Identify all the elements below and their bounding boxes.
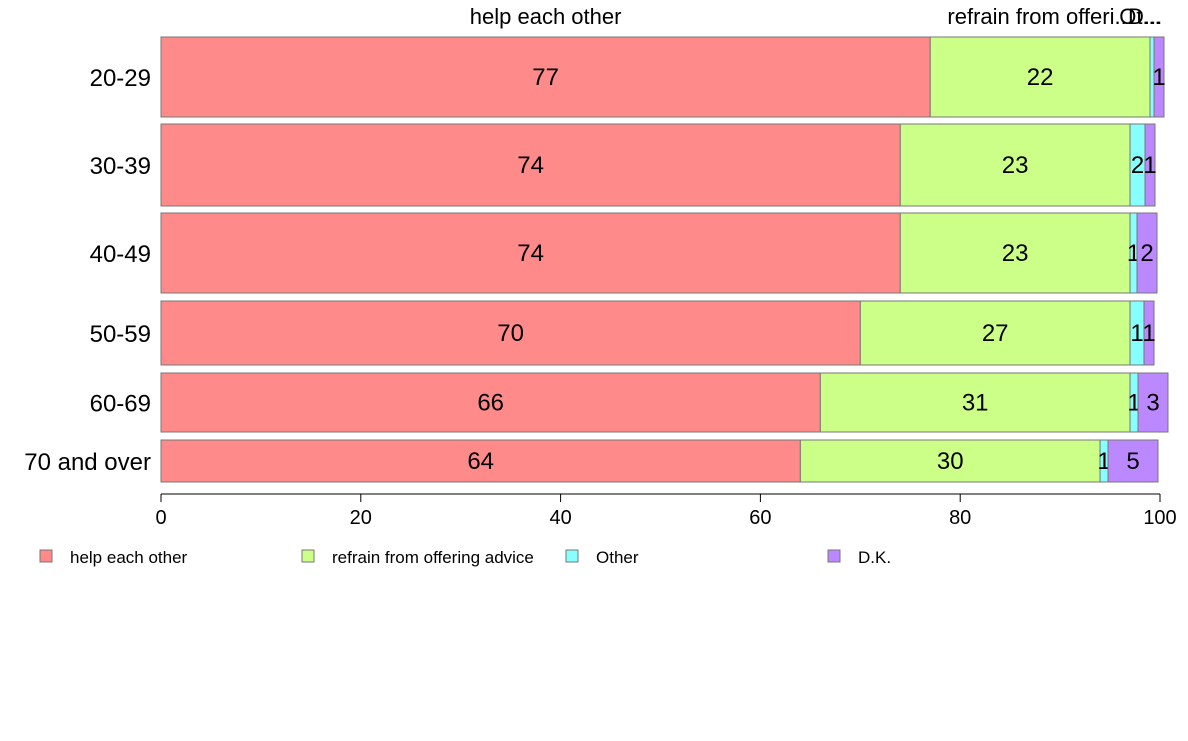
data-label-other-50-59: 1 [1130,320,1143,347]
bar-help-each-other-20-29 [160,36,931,118]
data-label-refrain-from-offering-advice-70-and-over: 30 [937,448,964,475]
category-label-50-59: 50-59 [90,321,151,348]
legend-label-help-each-other: help each other [70,548,188,567]
top-series-label-3: D... [1128,4,1162,29]
bar-d-k-60-69 [1137,372,1169,433]
data-label-refrain-from-offering-advice-30-39: 23 [1002,152,1029,179]
legend-swatch-other [565,549,579,563]
legend-swatch-refrain-from-offering-advice [301,549,315,563]
data-label-d-k-70-and-over: 5 [1126,448,1139,475]
data-label-other-70-and-over: 1 [1097,448,1110,475]
data-label-other-30-39: 2 [1131,152,1144,179]
legend-swatch-help-each-other [39,549,53,563]
x-tick-label-100: 100 [1143,507,1176,529]
data-label-other-60-69: 1 [1127,390,1140,417]
bar-d-k-70-and-over [1107,439,1159,483]
bar-refrain-from-offering-advice-50-59 [859,300,1131,366]
data-label-d-k-40-49: 2 [1140,240,1153,267]
data-label-d-k-30-39: 1 [1143,152,1156,179]
bar-d-k-40-49 [1136,212,1158,294]
bar-d-k-30-39 [1144,123,1156,207]
category-label-60-69: 60-69 [90,391,151,418]
category-label-30-39: 30-39 [90,153,151,180]
bar-refrain-from-offering-advice-40-49 [899,212,1131,294]
category-label-70-and-over: 70 and over [24,449,151,476]
data-label-d-k-20-29: 1 [1152,64,1165,91]
data-label-d-k-50-59: 1 [1142,320,1155,347]
x-tick-label-40: 40 [549,507,571,529]
bar-refrain-from-offering-advice-70-and-over [799,439,1101,483]
data-label-refrain-from-offering-advice-50-59: 27 [982,320,1009,347]
bar-help-each-other-50-59 [160,300,861,366]
bar-refrain-from-offering-advice-20-29 [929,36,1151,118]
data-label-refrain-from-offering-advice-40-49: 23 [1002,240,1029,267]
data-label-help-each-other-20-29: 77 [532,64,559,91]
x-tick-label-80: 80 [949,507,971,529]
data-label-help-each-other-50-59: 70 [497,320,524,347]
data-label-refrain-from-offering-advice-20-29: 22 [1027,64,1054,91]
legend-swatch-d-k [827,549,841,563]
top-series-label-1: refrain from offeri... [947,4,1132,29]
bar-help-each-other-30-39 [160,123,901,207]
x-tick-label-20: 20 [350,507,372,529]
data-label-help-each-other-70-and-over: 64 [467,448,494,475]
bar-d-k-50-59 [1143,300,1155,366]
bar-help-each-other-60-69 [160,372,821,433]
bar-refrain-from-offering-advice-60-69 [819,372,1131,433]
legend-label-other: Other [596,548,639,567]
top-series-label-2: Ot... [1119,4,1161,29]
data-label-refrain-from-offering-advice-60-69: 31 [962,390,989,417]
data-label-help-each-other-30-39: 74 [517,152,544,179]
category-label-20-29: 20-29 [90,65,151,92]
bar-refrain-from-offering-advice-30-39 [899,123,1131,207]
legend-label-d-k: D.K. [858,548,891,567]
data-label-help-each-other-40-49: 74 [517,240,544,267]
bar-help-each-other-70-and-over [160,439,801,483]
x-tick-label-60: 60 [749,507,771,529]
legend-label-refrain-from-offering-advice: refrain from offering advice [332,548,534,567]
x-tick-label-0: 0 [155,507,166,529]
data-label-help-each-other-60-69: 66 [477,390,504,417]
category-label-40-49: 40-49 [90,241,151,268]
data-label-d-k-60-69: 3 [1146,390,1159,417]
top-series-label-0: help each other [470,4,622,29]
bar-d-k-20-29 [1153,36,1165,118]
